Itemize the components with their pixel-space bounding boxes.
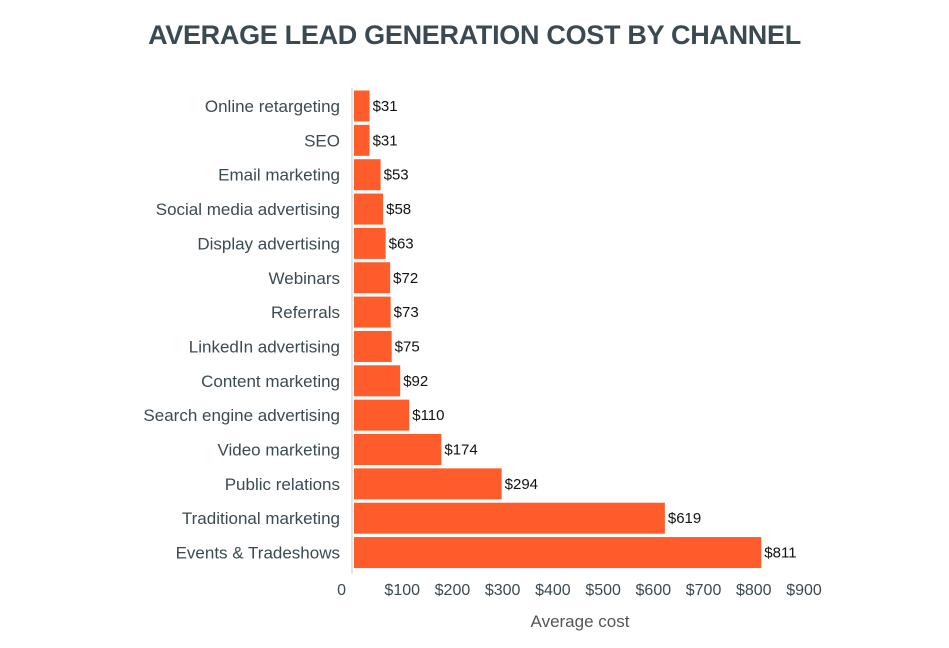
bar: [354, 330, 392, 362]
value-label: $53: [384, 167, 409, 184]
value-label: $72: [393, 270, 418, 287]
value-label: $110: [412, 407, 444, 424]
x-tick-label: $800: [736, 582, 772, 599]
bar: [354, 90, 370, 122]
category-label: Webinars: [269, 269, 341, 288]
category-label: Traditional marketing: [182, 509, 340, 528]
bar: [354, 468, 502, 500]
x-tick-label: 0: [337, 582, 346, 599]
x-tick-label: $100: [384, 582, 420, 599]
chart-title: AVERAGE LEAD GENERATION COST BY CHANNEL: [148, 20, 801, 50]
value-label: $174: [444, 442, 477, 459]
value-label: $73: [394, 304, 419, 321]
bar: [354, 262, 391, 294]
category-label: Content marketing: [201, 372, 340, 391]
bar: [354, 502, 665, 534]
category-label: Email marketing: [218, 166, 340, 185]
value-label: $92: [403, 373, 428, 390]
value-label: $75: [395, 338, 420, 355]
x-tick-label: $600: [636, 582, 672, 599]
bar: [354, 365, 401, 397]
category-label: LinkedIn advertising: [189, 337, 340, 356]
category-label: Social media advertising: [156, 200, 340, 219]
value-label: $619: [668, 510, 701, 527]
category-label: Search engine advertising: [143, 406, 340, 425]
x-tick-label: $300: [485, 582, 521, 599]
bar: [354, 434, 442, 465]
category-label: Video marketing: [217, 441, 340, 460]
value-label: $63: [389, 235, 414, 252]
category-label: Public relations: [225, 475, 340, 494]
value-label: $294: [505, 476, 538, 493]
category-label: SEO: [304, 131, 340, 150]
value-label: $31: [373, 132, 398, 149]
category-label: Online retargeting: [205, 97, 340, 116]
value-label: $31: [373, 98, 398, 115]
x-tick-label: $500: [585, 582, 621, 599]
x-axis-title: Average cost: [531, 612, 630, 631]
value-label: $58: [386, 201, 411, 218]
value-label: $811: [764, 545, 796, 562]
bar: [354, 227, 386, 259]
bar: [354, 296, 391, 328]
bar: [354, 193, 384, 225]
bar: [354, 537, 762, 569]
bars-layer: Online retargeting $31 SEO $31 Email marketi…: [143, 90, 797, 569]
x-axis-ticks: 0 $100 $200 $300 $400 $500 $600 $700 $800 $900: [337, 582, 822, 599]
bar: [354, 159, 381, 191]
category-label: Referrals: [271, 303, 340, 322]
x-tick-label: $900: [786, 582, 822, 599]
category-label: Display advertising: [197, 234, 340, 253]
x-tick-label: $700: [686, 582, 722, 599]
bar: [354, 399, 410, 431]
x-tick-label: $400: [535, 582, 571, 599]
bar: [354, 124, 370, 156]
category-label: Events & Tradeshows: [176, 544, 340, 563]
x-tick-label: $200: [435, 582, 471, 599]
